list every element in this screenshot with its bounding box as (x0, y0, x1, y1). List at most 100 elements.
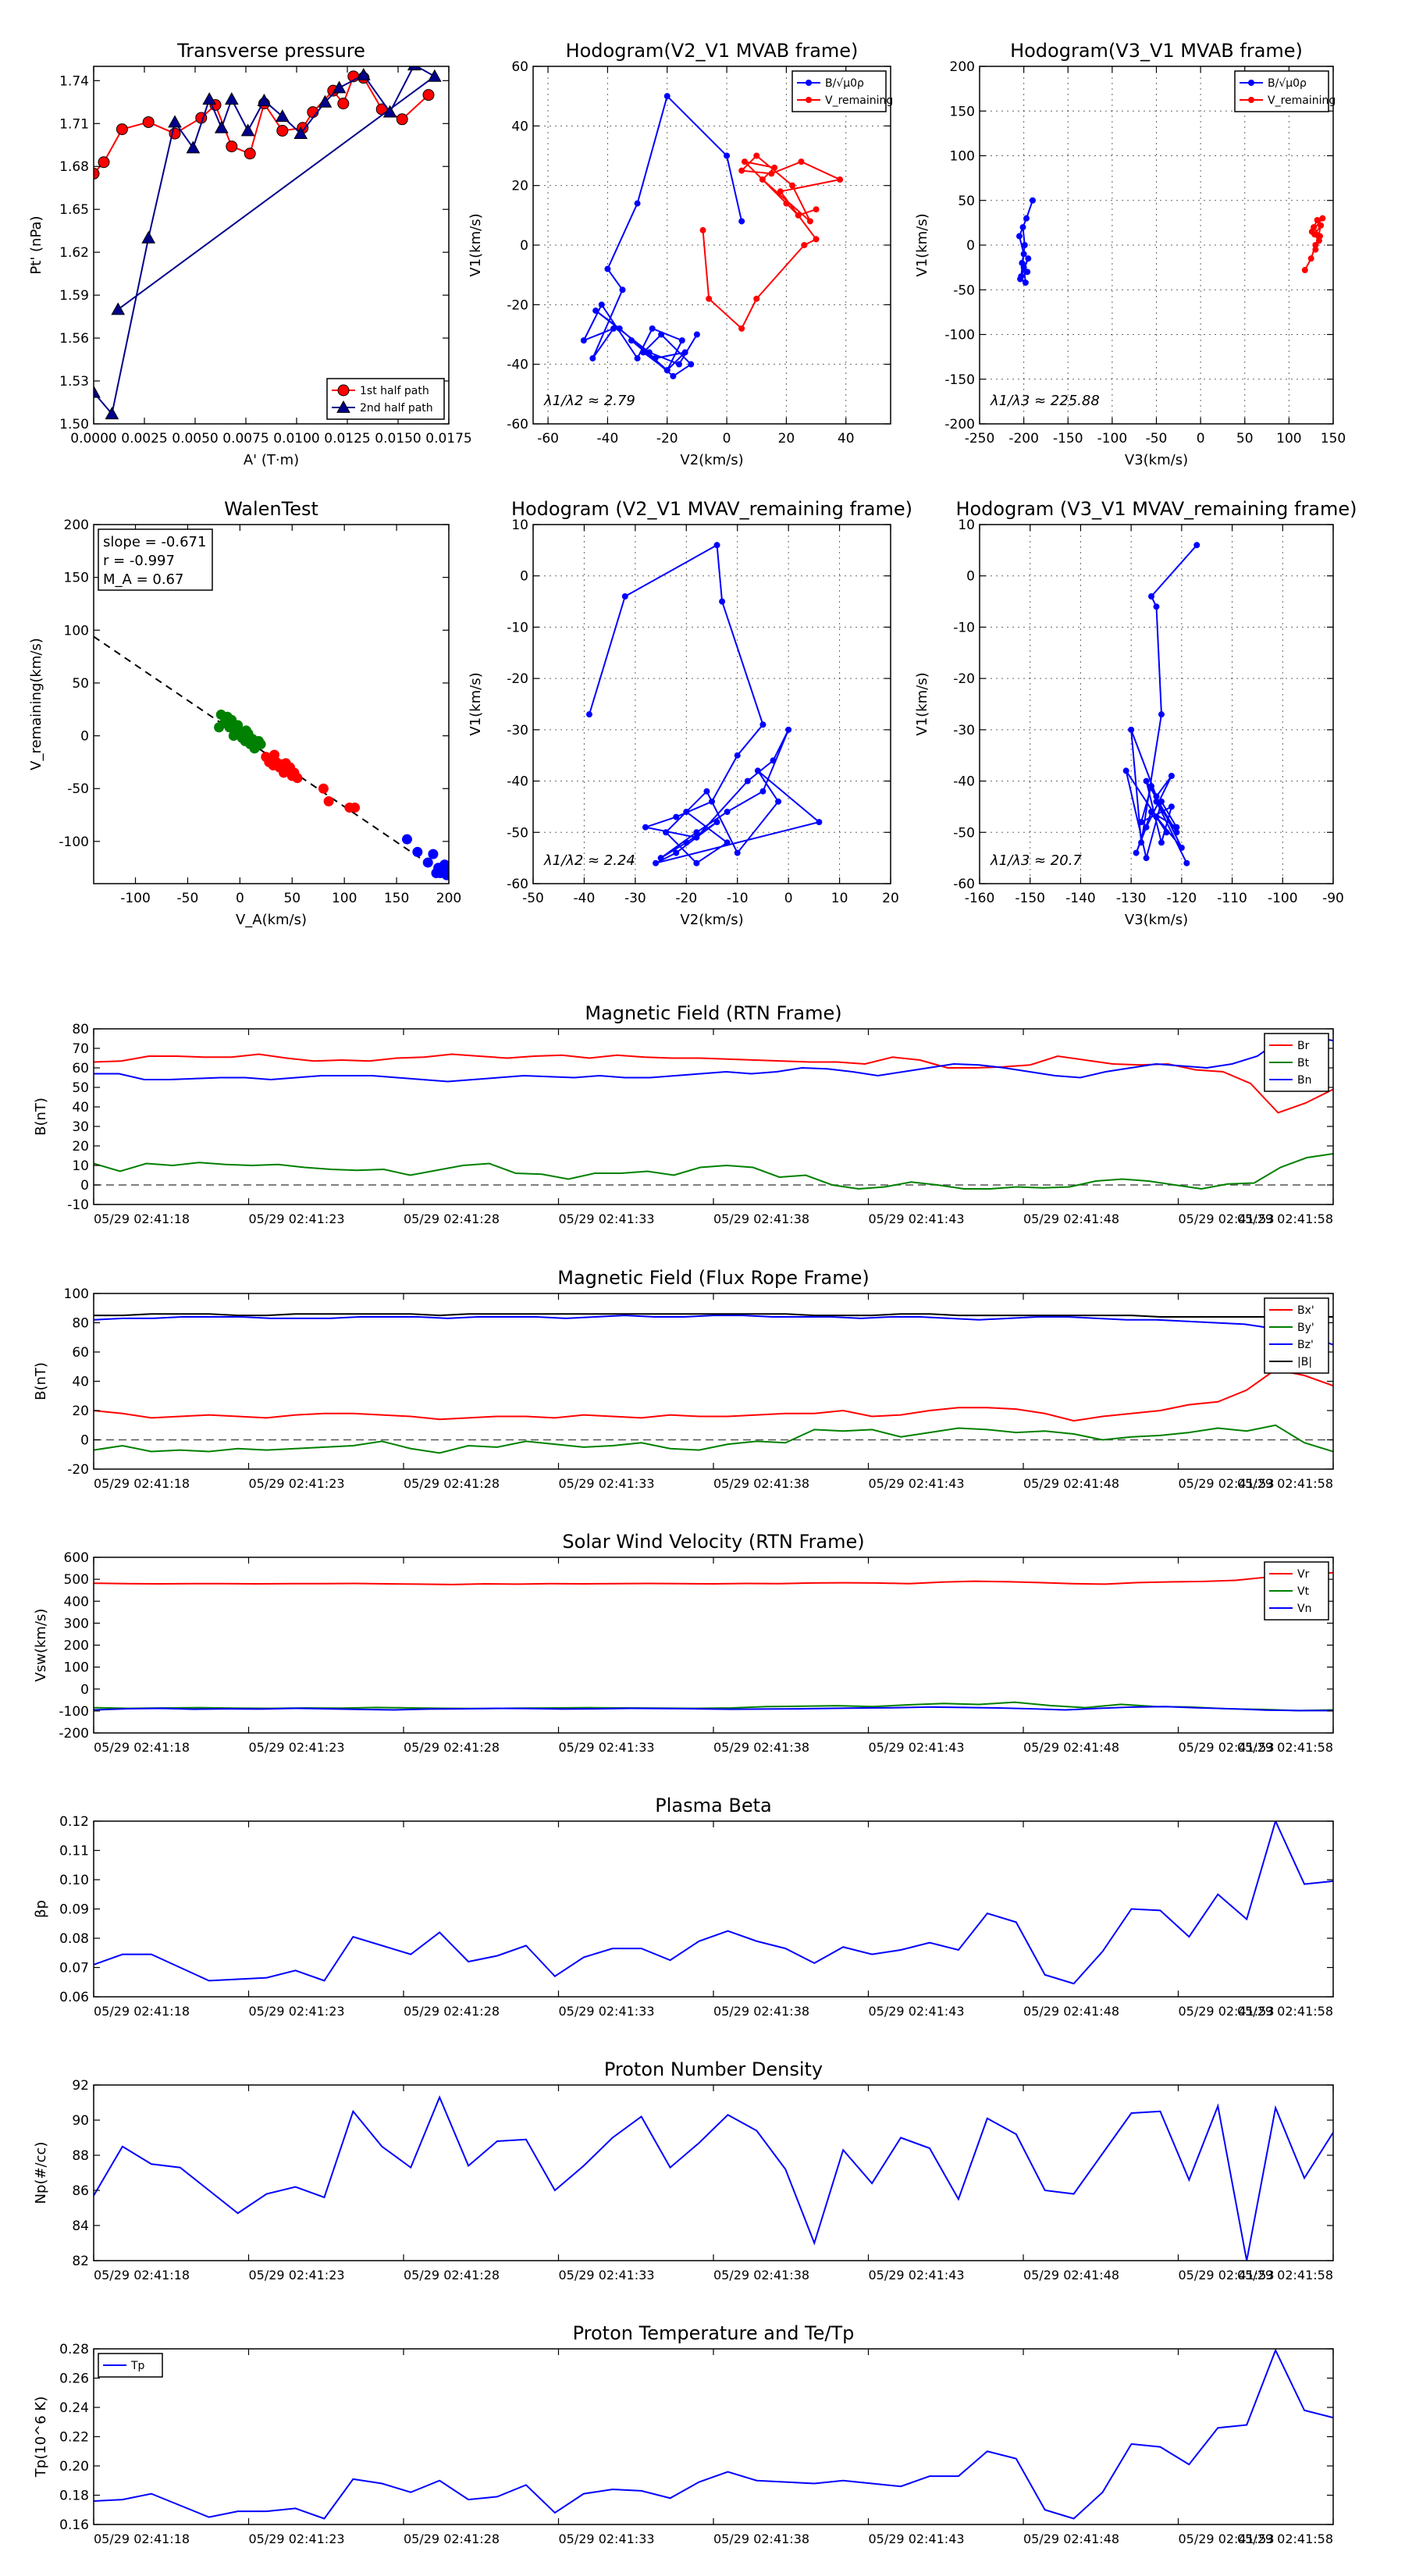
x-axis-label: V_A(km/s) (236, 912, 307, 928)
x-tick-label: 05/29 02:41:53 (1179, 2268, 1275, 2282)
legend-label: Tp (130, 2360, 145, 2372)
plot-area (1122, 542, 1200, 866)
y-tick-label: -20 (953, 671, 975, 687)
data-point (1122, 767, 1129, 774)
y-tick-label: 1.59 (59, 288, 89, 304)
plot-area (94, 2349, 1333, 2520)
y-tick-label: -150 (944, 372, 975, 388)
data-point (1025, 255, 1032, 262)
x-tick-label: -20 (656, 431, 678, 447)
data-point (105, 407, 119, 420)
data-point (350, 802, 361, 813)
data-point (226, 141, 238, 153)
y-tick-label: 1.71 (59, 116, 89, 132)
x-tick-label: -100 (1268, 891, 1298, 906)
series-By' (94, 1424, 1333, 1454)
x-tick-label: 05/29 02:41:18 (94, 1740, 190, 1755)
data-point (293, 126, 308, 140)
chart-title: Magnetic Field (RTN Frame) (585, 1002, 841, 1024)
y-tick-label: -60 (507, 417, 528, 432)
chart-9: Solar Wind Velocity (RTN Frame) -200 -100 0… (33, 1531, 1334, 1755)
series-line (94, 1035, 1333, 1083)
x-tick-label: -40 (597, 431, 619, 447)
data-point (428, 849, 439, 859)
legend: 1st half path 2nd half path (326, 378, 445, 420)
x-tick-label: 0.0125 (324, 431, 370, 447)
x-tick-label: 05/29 02:41:43 (869, 2004, 965, 2019)
x-tick-label: -100 (1097, 431, 1128, 447)
legend-label: 1st half path (360, 385, 429, 397)
legend-label: V_remaining (1268, 94, 1336, 107)
data-point (693, 834, 700, 841)
plot-area (94, 1571, 1333, 1712)
data-point (431, 867, 442, 878)
plot-area (94, 1313, 1333, 1454)
x-tick-label: 0.0025 (121, 431, 167, 447)
data-point (628, 337, 635, 344)
series-Bz' (94, 1315, 1333, 1346)
data-point (798, 158, 805, 165)
series-B/√μ0ρ (1016, 197, 1036, 286)
data-point (673, 813, 680, 820)
chart-title: Hodogram(V3_V1 MVAB frame) (1010, 40, 1303, 62)
data-point (228, 731, 239, 742)
y-tick-label: 0.26 (59, 2371, 89, 2387)
y-tick-label: 10 (72, 1158, 89, 1174)
data-point (111, 302, 126, 315)
data-point (257, 93, 272, 106)
data-point (332, 80, 347, 94)
x-tick-label: 05/29 02:41:38 (713, 1212, 809, 1226)
x-tick-label: 05/29 02:41:48 (1023, 1740, 1119, 1755)
data-point (94, 167, 100, 180)
data-point (616, 325, 623, 332)
x-tick-label: 05/29 02:41:38 (713, 2004, 809, 2019)
data-point (382, 105, 397, 118)
y-tick-label: -100 (944, 328, 975, 343)
plot-frame (532, 524, 891, 884)
y-axis-label: Vsw(km/s) (33, 1609, 49, 1682)
data-point (653, 859, 660, 866)
chart-title: Transverse pressure (176, 40, 365, 62)
y-tick-label: 92 (72, 2078, 89, 2094)
data-point (1019, 224, 1026, 231)
x-tick-label: 0 (784, 891, 793, 906)
data-point (634, 355, 641, 362)
data-point (1183, 859, 1190, 866)
legend-label: Bx' (1297, 1304, 1314, 1317)
x-tick-label: 05/29 02:41:38 (713, 2268, 809, 2282)
data-point (693, 331, 700, 338)
charts-layer: Transverse pressure 1.50 1.53 1.56 1.59 1.62 1… (28, 40, 1357, 2546)
y-tick-label: 0.28 (59, 2342, 89, 2357)
y-tick-label: 0 (80, 1682, 89, 1698)
y-tick-label: 200 (64, 1638, 89, 1654)
y-tick-label: -30 (507, 723, 528, 738)
series-Bx' (94, 1368, 1333, 1422)
legend-label: Vn (1297, 1603, 1311, 1615)
stats-box: slope = -0.671 r = -0.997 M_A = 0.67 (98, 528, 213, 591)
y-tick-label: 100 (64, 623, 89, 639)
stat-r: r = -0.997 (103, 553, 175, 569)
data-point (738, 167, 745, 174)
y-tick-label: 0.11 (59, 1844, 89, 1859)
x-tick-label: -90 (1322, 891, 1344, 906)
chart-title: Plasma Beta (655, 1795, 771, 1816)
y-tick-label: -50 (953, 283, 975, 298)
x-tick-label: 05/29 02:41:58 (1237, 2004, 1333, 2019)
x-tick-label: 20 (778, 431, 795, 447)
data-point (1143, 824, 1150, 831)
y-axis-label: V_remaining(km/s) (28, 638, 44, 770)
y-axis-label: B(nT) (33, 1098, 49, 1136)
y-tick-label: 40 (511, 119, 528, 134)
x-tick-label: 05/29 02:41:48 (1023, 2268, 1119, 2282)
x-tick-label: 05/29 02:41:33 (559, 2532, 655, 2546)
data-point (713, 819, 720, 826)
x-tick-label: 05/29 02:41:18 (94, 1212, 190, 1226)
series-B (585, 542, 823, 866)
data-point (789, 182, 796, 189)
x-tick-label: 05/29 02:41:38 (713, 1476, 809, 1491)
x-tick-label: 20 (882, 891, 899, 906)
data-point (1153, 798, 1160, 805)
series-line (94, 1053, 1333, 1114)
y-tick-label: 100 (950, 149, 975, 165)
